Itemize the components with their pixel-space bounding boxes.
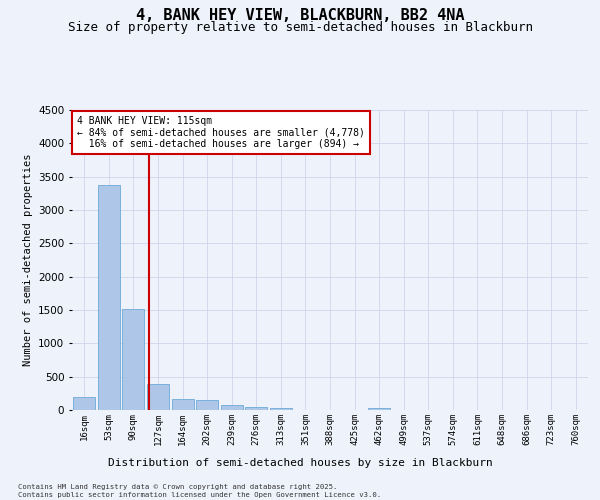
Bar xyxy=(122,310,145,410)
Text: Size of property relative to semi-detached houses in Blackburn: Size of property relative to semi-detach… xyxy=(67,21,533,34)
Text: Contains HM Land Registry data © Crown copyright and database right 2025.
Contai: Contains HM Land Registry data © Crown c… xyxy=(18,484,381,498)
Bar xyxy=(245,408,268,410)
Y-axis label: Number of semi-detached properties: Number of semi-detached properties xyxy=(23,154,32,366)
Bar xyxy=(172,399,194,410)
Text: 4 BANK HEY VIEW: 115sqm
← 84% of semi-detached houses are smaller (4,778)
  16% : 4 BANK HEY VIEW: 115sqm ← 84% of semi-de… xyxy=(77,116,365,149)
Text: Distribution of semi-detached houses by size in Blackburn: Distribution of semi-detached houses by … xyxy=(107,458,493,468)
Text: 4, BANK HEY VIEW, BLACKBURN, BB2 4NA: 4, BANK HEY VIEW, BLACKBURN, BB2 4NA xyxy=(136,8,464,22)
Bar xyxy=(147,384,169,410)
Bar xyxy=(368,408,390,410)
Bar xyxy=(221,406,243,410)
Bar xyxy=(73,396,95,410)
Bar xyxy=(98,186,120,410)
Bar xyxy=(270,408,292,410)
Bar xyxy=(196,400,218,410)
